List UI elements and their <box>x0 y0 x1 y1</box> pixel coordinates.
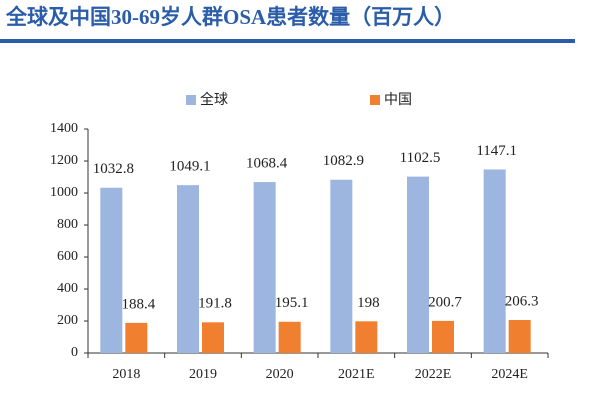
bar <box>355 321 378 353</box>
bar <box>177 185 199 353</box>
bar <box>407 176 429 353</box>
title-rule <box>0 39 575 43</box>
value-label: 206.3 <box>505 293 539 309</box>
value-label: 200.7 <box>428 294 462 310</box>
bar <box>278 321 301 353</box>
value-label: 198 <box>357 295 380 311</box>
bar <box>483 169 506 353</box>
value-label: 191.8 <box>198 296 232 312</box>
x-tick-label: 2018 <box>112 367 140 382</box>
value-label: 1032.8 <box>93 161 134 177</box>
y-tick-label: 600 <box>57 249 78 264</box>
legend-label: 全球 <box>200 91 228 108</box>
value-label: 1049.1 <box>169 159 210 175</box>
x-tick-label: 2024E <box>491 367 528 382</box>
bar <box>253 182 276 353</box>
x-tick-label: 2019 <box>189 367 217 382</box>
y-tick-label: 200 <box>57 313 78 328</box>
value-label: 1068.4 <box>246 155 288 171</box>
chart-title: 全球及中国30-69岁人群OSA患者数量（百万人） <box>5 5 455 29</box>
y-tick-label: 1000 <box>50 185 78 200</box>
bar <box>202 322 224 353</box>
value-label: 1102.5 <box>400 150 441 166</box>
x-tick-label: 2020 <box>266 367 294 382</box>
y-tick-label: 1400 <box>50 121 78 136</box>
legend-label: 中国 <box>384 92 412 108</box>
x-tick-label: 2021E <box>338 367 375 382</box>
y-tick-label: 0 <box>71 345 78 360</box>
bar <box>432 320 454 353</box>
y-tick-label: 400 <box>57 281 78 296</box>
x-tick-label: 2022E <box>415 367 452 382</box>
bar <box>508 319 531 353</box>
bar <box>330 179 353 353</box>
value-label: 188.4 <box>121 296 155 312</box>
value-label: 1082.9 <box>323 153 364 169</box>
bar <box>125 322 148 353</box>
legend-swatch <box>186 95 196 105</box>
legend-swatch <box>370 95 380 105</box>
bar <box>100 187 123 353</box>
value-label: 1147.1 <box>476 143 517 159</box>
value-label: 195.1 <box>275 295 309 311</box>
y-tick-label: 800 <box>57 217 78 232</box>
y-tick-label: 1200 <box>50 153 78 168</box>
